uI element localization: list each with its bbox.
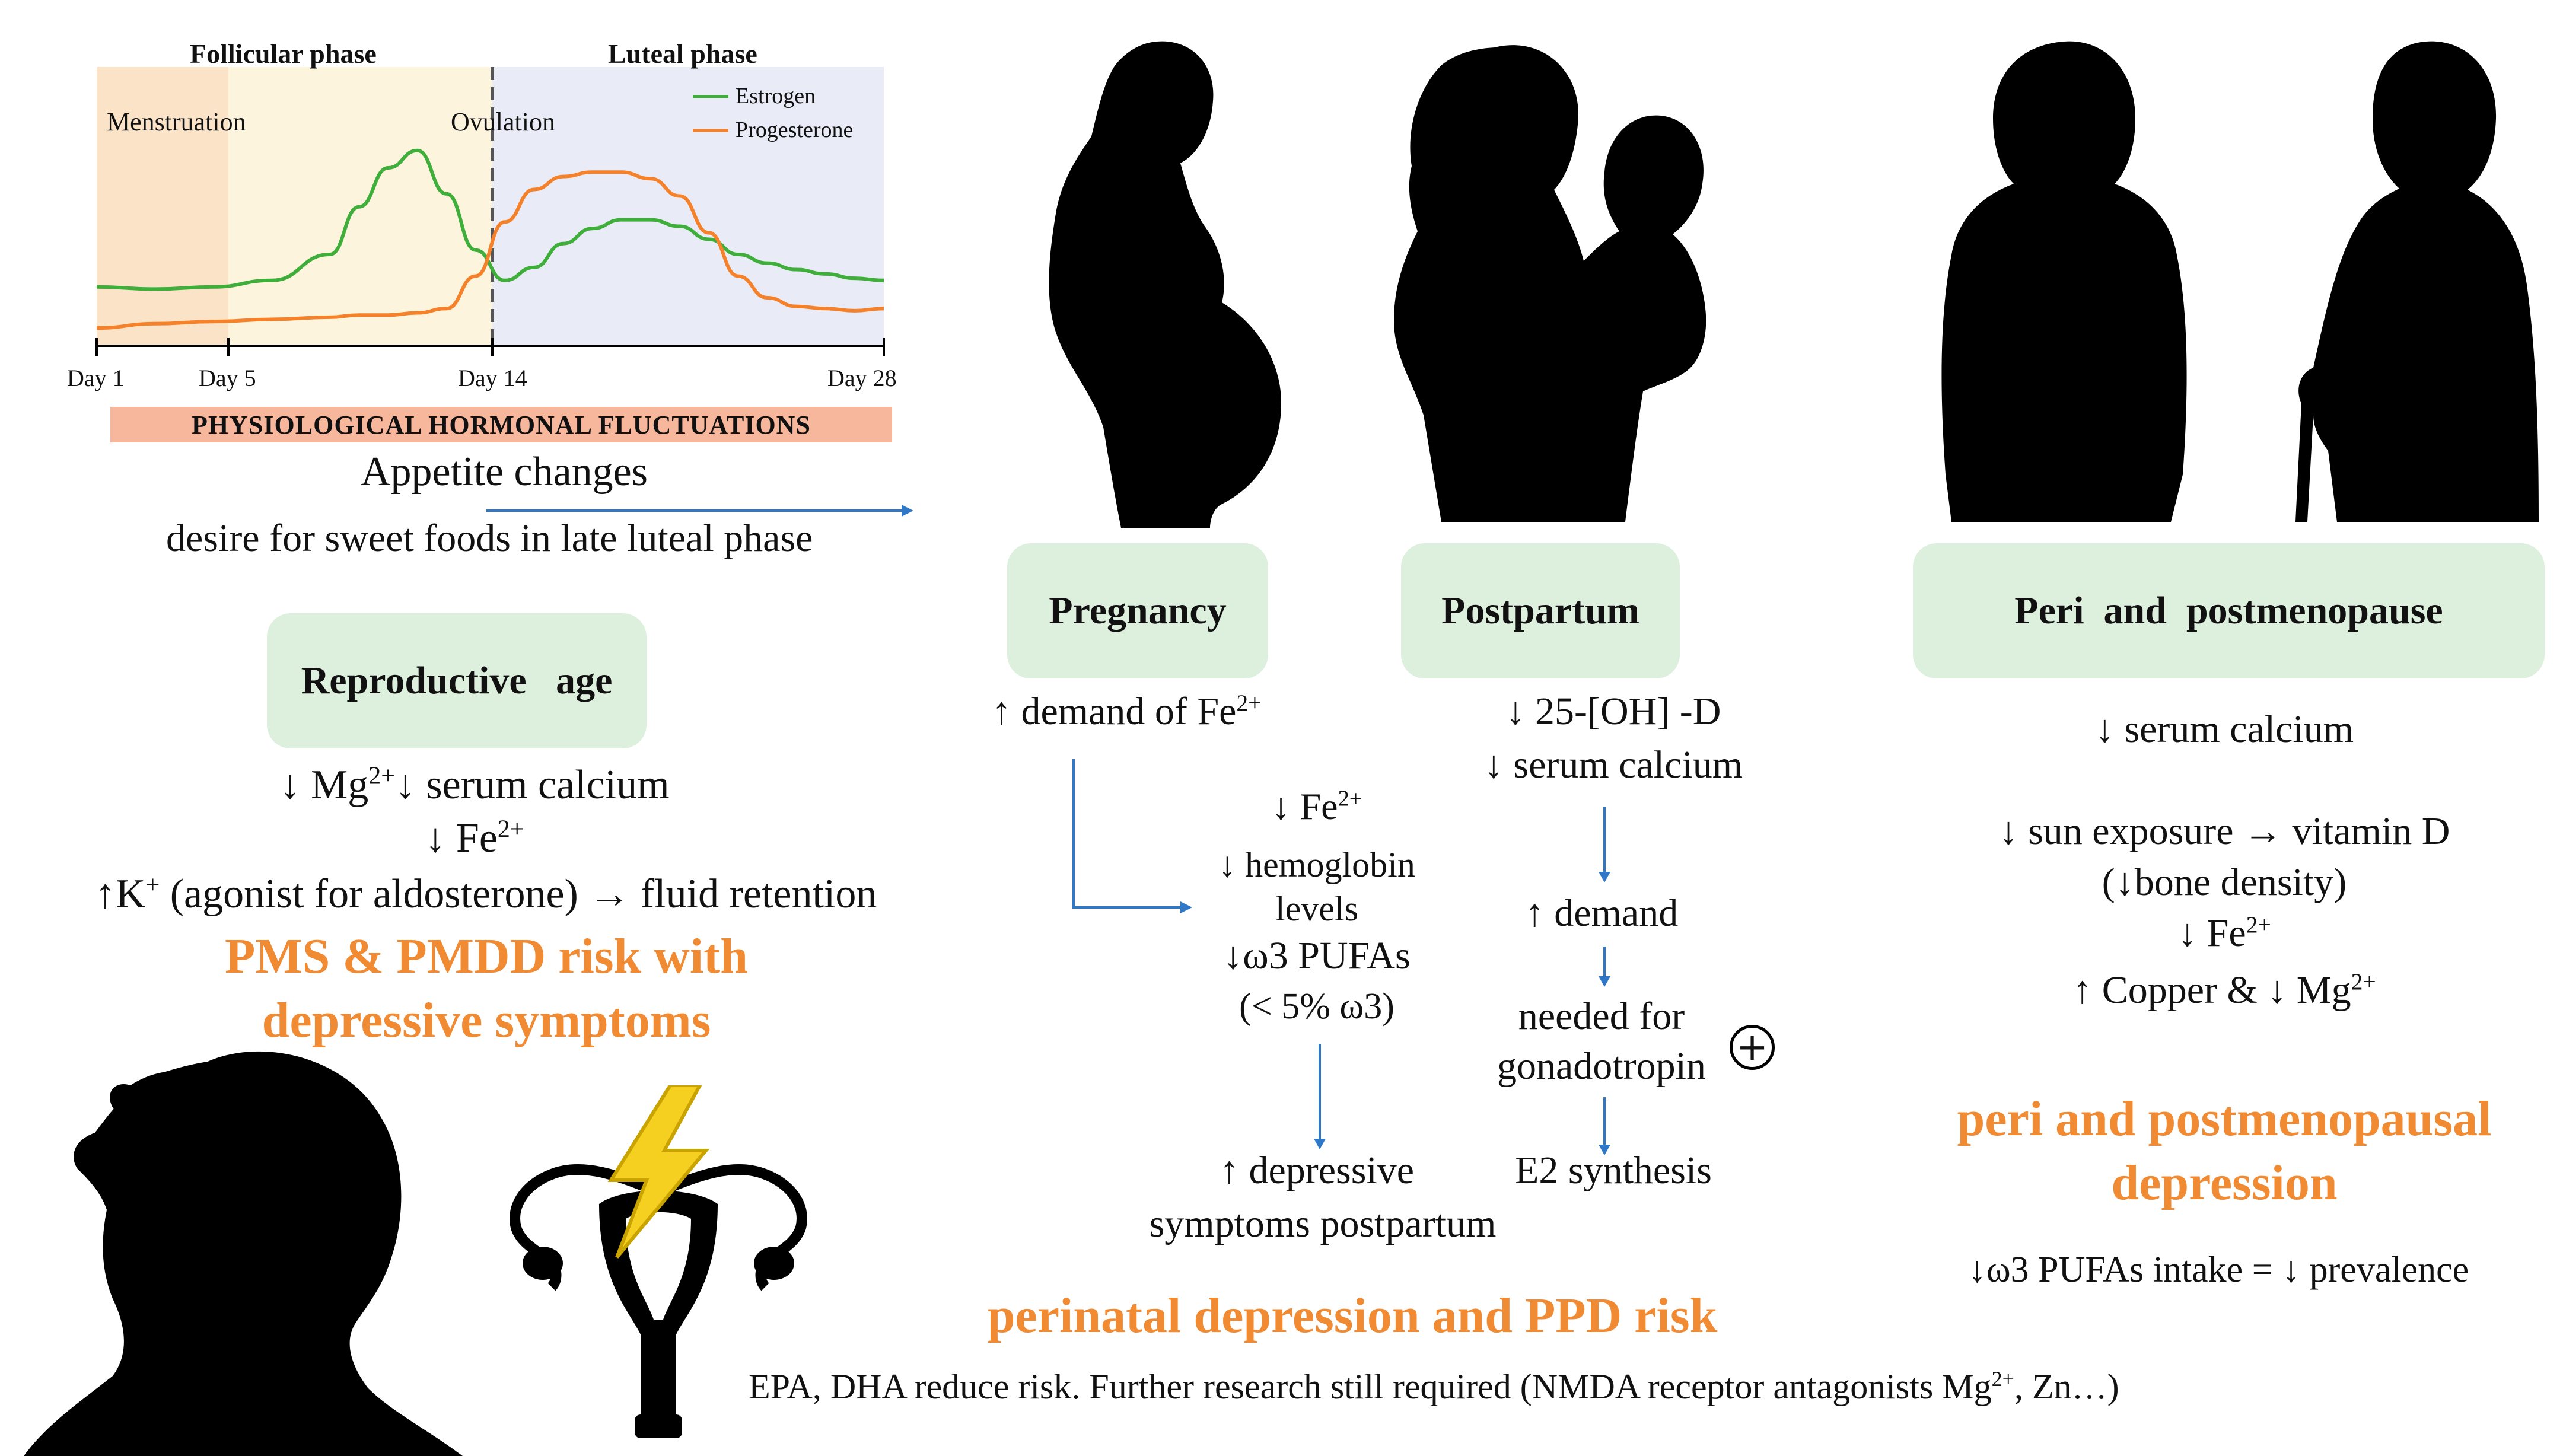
mother-with-baby-silhouette (1394, 45, 1706, 522)
pregnancy-elbow-arrow (1072, 759, 1192, 913)
bone-density-line: (↓bone density) (2102, 861, 2347, 904)
lightning-bolt (607, 1085, 710, 1259)
postpartum-demand: ↑ demand (1524, 891, 1679, 935)
demand-fe-text: ↑ demand of Fe (992, 690, 1237, 733)
hormonal-banner: PHYSIOLOGICAL HORMONAL FLUCTUATIONS (110, 407, 892, 442)
aldosterone-text: (agonist for aldosterone) → fluid retent… (160, 871, 877, 917)
vitd-line: ↓ 25-[OH] -D (1505, 690, 1721, 733)
copper-text: ↑ Copper & ↓ Mg (2072, 968, 2351, 1012)
pregnancy-pill: Pregnancy (1007, 543, 1268, 678)
sun-exposure-line: ↓ sun exposure → vitamin D (1998, 810, 2450, 853)
reproductive-k-line: ↑K+ (agonist for aldosterone) → fluid re… (95, 869, 877, 919)
sweet-foods-text: desire for sweet foods in late luteal ph… (166, 517, 813, 560)
progesterone-curve (96, 170, 884, 330)
uterus-icon (510, 1085, 807, 1438)
demand-fe-line: ↑ demand of Fe2+ (992, 688, 1262, 735)
tick-label-day28: Day 28 (827, 365, 897, 391)
reproductive-age-label: Reproductive age (301, 659, 613, 702)
legend-progesterone-label: Progesterone (736, 117, 854, 142)
postpartum-arrow-1 (1599, 807, 1610, 882)
copper-line: ↑ Copper & ↓ Mg2+ (2017, 967, 2432, 1014)
pregnancy-pufa: ↓ω3 PUFAs (1223, 934, 1411, 977)
perinatal-note: EPA, DHA reduce risk. Further research s… (749, 1365, 2119, 1408)
plus-circle-icon: + (1730, 1025, 1775, 1070)
menopause-outcome-line2: depression (2111, 1155, 2338, 1210)
pregnancy-label: Pregnancy (1049, 589, 1227, 632)
serum-calcium-text: ↓ serum calcium (394, 762, 670, 808)
perinatal-note-end: , Zn…) (2014, 1367, 2119, 1406)
menopause-pufa: ↓ω3 PUFAs intake = ↓ prevalence (1967, 1250, 2469, 1290)
reproductive-age-pill: Reproductive age (267, 613, 647, 748)
demand-fe-charge: 2+ (1236, 690, 1262, 716)
menstruation-label: Menstruation (107, 107, 246, 136)
plus-sign: + (1736, 1025, 1768, 1069)
depressive-line1: ↑ depressive (1219, 1149, 1415, 1192)
hemoglobin-line1: ↓ hemoglobin (1218, 845, 1415, 884)
legend-estrogen-label: Estrogen (736, 84, 816, 109)
tick-label-day1: Day 1 (67, 365, 125, 391)
perinatal-outcome: perinatal depression and PPD risk (987, 1288, 1718, 1343)
postpartum-calcium-line: ↓ serum calcium (1483, 743, 1743, 786)
perinatal-note-text: EPA, DHA reduce risk. Further research s… (749, 1367, 1992, 1406)
postpartum-pill: Postpartum (1401, 543, 1680, 678)
mg-text: ↓ Mg (279, 762, 369, 808)
pms-outcome-line1: PMS & PMDD risk with (225, 929, 748, 984)
depressive-line2: symptoms postpartum (1149, 1202, 1497, 1245)
mg-charge: 2+ (368, 762, 395, 790)
postpartum-arrow-3 (1599, 1097, 1610, 1155)
fe-charge: 2+ (497, 815, 524, 843)
postpartum-label: Postpartum (1441, 589, 1639, 632)
pregnancy-down-arrow (1314, 1044, 1326, 1149)
pms-outcome-line2: depressive symptoms (262, 993, 711, 1048)
needed-for-line1: needed for (1518, 995, 1685, 1038)
reproductive-fe-line: ↓ Fe2+ (297, 814, 652, 864)
menopause-fe-charge: 2+ (2246, 912, 2271, 938)
estrogen-curve (96, 148, 884, 291)
fe-text: ↓ Fe (425, 815, 498, 861)
middle-aged-woman-silhouette (1941, 41, 2187, 522)
e2-synthesis: E2 synthesis (1515, 1149, 1712, 1192)
pregnancy-fe-line: ↓ Fe2+ (1198, 784, 1435, 830)
perinatal-note-charge: 2+ (1991, 1367, 2014, 1391)
menopause-calcium: ↓ serum calcium (2094, 708, 2354, 751)
follicular-phase-title: Follicular phase (190, 39, 377, 69)
luteal-band (492, 67, 884, 346)
menopause-outcome-line1: peri and postmenopausal (1957, 1091, 2492, 1146)
menstruation-band (97, 67, 228, 346)
appetite-changes: Appetite changes (361, 449, 648, 495)
needed-for-line2: gonadotropin (1497, 1044, 1706, 1088)
tick-label-day14: Day 14 (458, 365, 527, 391)
menopause-pill: Peri and postmenopause (1913, 543, 2545, 678)
pregnancy-pufa-pct: (< 5% ω3) (1239, 986, 1394, 1027)
woman-head-silhouette (24, 1051, 463, 1456)
ovulation-label: Ovulation (451, 107, 555, 136)
appetite-arrow (486, 505, 913, 517)
postpartum-arrow-2 (1599, 947, 1610, 987)
hormone-chart-svg (95, 67, 885, 356)
pregnancy-fe-text: ↓ Fe (1271, 785, 1338, 827)
pregnancy-fe-charge: 2+ (1338, 786, 1362, 811)
hormone-chart (0, 0, 925, 451)
pregnant-woman-silhouette (1049, 41, 1281, 528)
k-charge: + (145, 871, 160, 899)
hemoglobin-line2: levels (1275, 889, 1358, 928)
elderly-woman-silhouette (2295, 41, 2539, 522)
k-text: ↑K (95, 871, 146, 917)
tick-label-day5: Day 5 (199, 365, 256, 391)
hormonal-banner-text: PHYSIOLOGICAL HORMONAL FLUCTUATIONS (192, 410, 811, 439)
menopause-fe-line: ↓ Fe2+ (2106, 910, 2343, 957)
luteal-phase-title: Luteal phase (608, 39, 757, 69)
menopause-fe-text: ↓ Fe (2177, 912, 2246, 955)
copper-charge: 2+ (2351, 968, 2376, 995)
reproductive-mg-line: ↓ Mg2+↓ serum calcium (178, 760, 771, 810)
menopause-label: Peri and postmenopause (2014, 589, 2443, 632)
